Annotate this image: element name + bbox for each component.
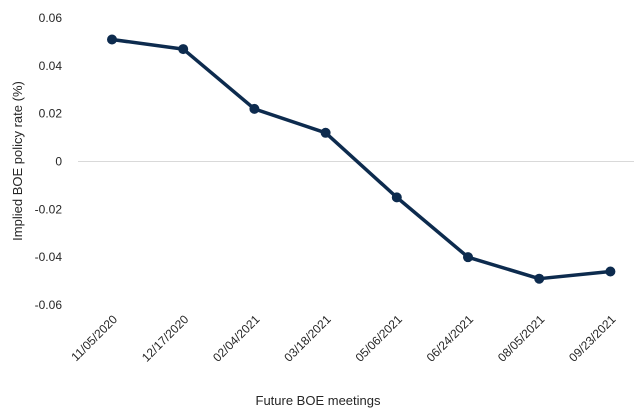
y-tick-label: 0: [55, 155, 62, 169]
data-point: [605, 266, 616, 277]
y-tick-label: 0.02: [39, 107, 63, 121]
data-point: [249, 103, 260, 114]
x-axis: 11/05/2020 12/17/2020 02/04/2021 03/18/2021…: [68, 312, 618, 365]
y-tick-label: 0.06: [39, 11, 63, 25]
y-tick-label: -0.04: [35, 250, 63, 264]
x-tick-label: 09/23/2021: [566, 312, 619, 365]
x-axis-title: Future BOE meetings: [256, 393, 381, 408]
x-tick-label: 08/05/2021: [495, 312, 548, 365]
data-point: [534, 273, 545, 284]
y-tick-label: -0.06: [35, 298, 63, 312]
data-point: [107, 34, 117, 45]
data-point: [320, 127, 331, 138]
y-tick-label: -0.02: [35, 202, 63, 216]
data-point: [391, 192, 402, 203]
x-tick-label: 11/05/2020: [68, 312, 120, 364]
x-tick-label: 06/24/2021: [424, 312, 477, 365]
y-axis: 0.06 0.04 0.02 0 -0.02 -0.04 -0.06: [35, 11, 63, 312]
data-point: [463, 252, 473, 263]
data-point: [178, 44, 189, 55]
series-line: [110, 37, 613, 281]
y-tick-label: 0.04: [39, 59, 63, 73]
x-tick-label: 02/04/2021: [210, 312, 263, 365]
series-group: [107, 34, 616, 284]
x-tick-label: 05/06/2021: [353, 312, 406, 365]
x-tick-label: 03/18/2021: [281, 312, 334, 365]
y-axis-title: Implied BOE policy rate (%): [10, 81, 25, 241]
x-tick-label: 12/17/2020: [139, 312, 192, 365]
